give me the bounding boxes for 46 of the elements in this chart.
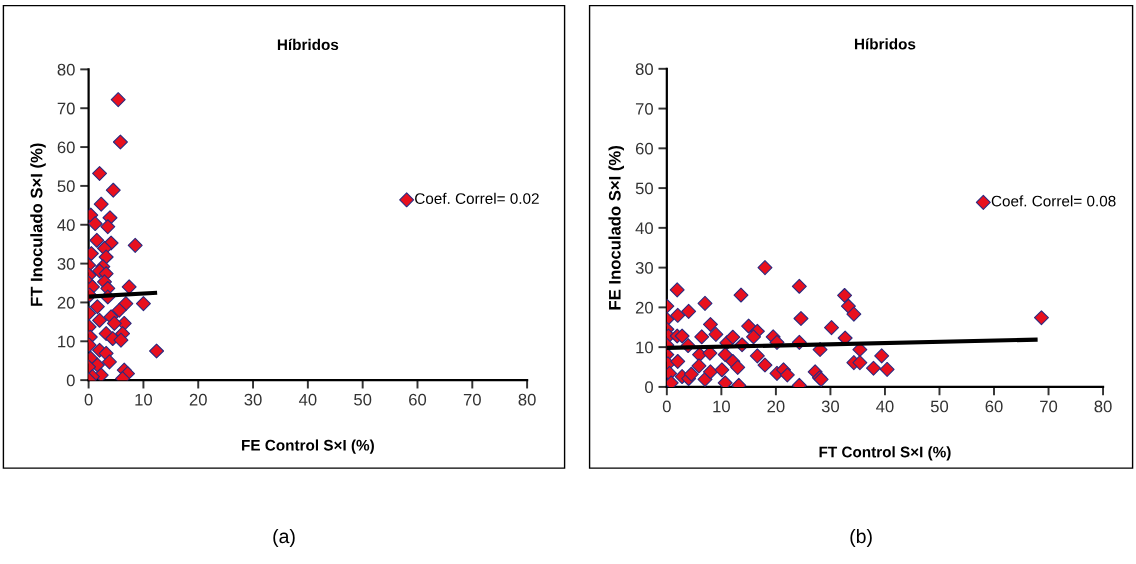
text: (b) — [850, 528, 872, 548]
x-tick-label: 70 — [1040, 400, 1058, 413]
x-tick-label: 70 — [463, 393, 481, 406]
x-tick-label: 0 — [662, 400, 671, 413]
chart-title: Híbridos — [854, 38, 916, 50]
y-tick-label: 50 — [635, 182, 653, 195]
x-axis-title: FE Control S×I (%) — [242, 439, 374, 454]
y-tick-label: 60 — [635, 142, 653, 155]
y-tick-label: 0 — [66, 374, 75, 387]
y-tick-label: 20 — [57, 296, 75, 309]
x-tick-label: 10 — [713, 400, 730, 413]
y-tick-label: 80 — [635, 63, 653, 76]
y-tick-label: 20 — [635, 301, 653, 314]
y-tick-label: 0 — [645, 381, 653, 394]
y-tick-label: 80 — [57, 63, 75, 76]
x-tick-label: 80 — [1094, 400, 1112, 413]
y-tick-label: 70 — [635, 102, 653, 115]
x-tick-label: 50 — [930, 400, 949, 413]
legend-label: Coef. Correl= 0.08 — [991, 195, 1116, 207]
y-tick-label: 60 — [57, 141, 75, 154]
x-tick-label: 30 — [821, 400, 840, 413]
legend-label: Coef. Correl= 0.02 — [415, 192, 539, 204]
y-tick-label: 30 — [57, 258, 75, 270]
y-tick-label: 40 — [635, 222, 653, 235]
x-tick-label: 0 — [84, 393, 93, 406]
x-tick-label: 40 — [298, 393, 317, 406]
x-tick-label: 60 — [409, 393, 427, 406]
text: (a) — [273, 528, 295, 548]
x-tick-label: 30 — [244, 393, 262, 406]
x-tick-label: 50 — [354, 393, 372, 406]
y-tick-label: 10 — [636, 341, 653, 354]
y-axis-title: FT Inoculado S×I (%) — [30, 143, 46, 306]
y-axis-title: FE Inoculado S×I (%) — [608, 146, 624, 310]
x-tick-label: 60 — [985, 400, 1003, 413]
y-tick-label: 10 — [58, 335, 75, 348]
x-tick-label: 10 — [135, 393, 153, 406]
x-axis-title: FT Control S×I (%) — [819, 446, 951, 461]
y-tick-label: 40 — [57, 219, 75, 231]
chart-title: Híbridos — [277, 38, 339, 51]
x-tick-label: 20 — [189, 393, 207, 406]
y-tick-label: 30 — [635, 262, 653, 274]
x-tick-label: 20 — [767, 400, 785, 413]
x-tick-label: 80 — [518, 393, 536, 406]
y-tick-label: 70 — [57, 102, 75, 115]
y-tick-label: 50 — [57, 180, 75, 193]
x-tick-label: 40 — [876, 400, 894, 413]
